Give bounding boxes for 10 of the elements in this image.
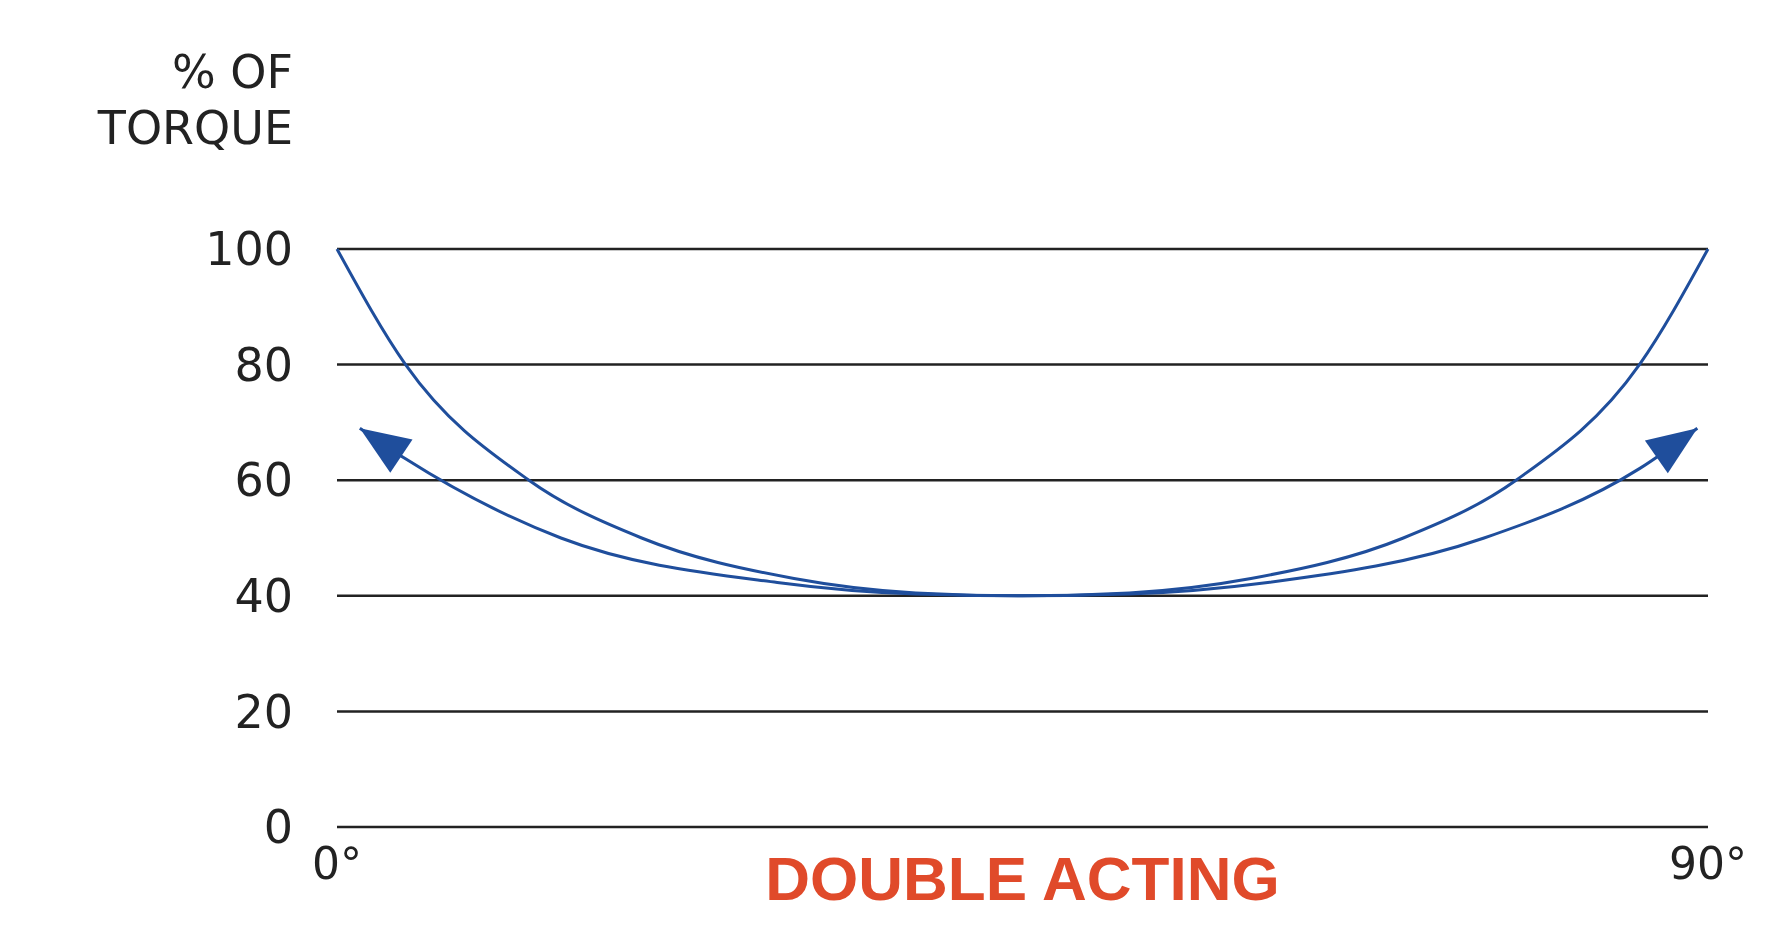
y-tick-label: 100 <box>205 222 293 277</box>
y-tick-label: 20 <box>234 684 293 739</box>
y-axis-title: % OF TORQUE <box>96 45 293 155</box>
y-tick-label: 40 <box>234 568 293 623</box>
y-tick-label: 60 <box>234 453 293 508</box>
x-axis-title: DOUBLE ACTING <box>765 844 1280 913</box>
y-tick-label: 0 <box>263 800 293 855</box>
y-tick-label: 80 <box>234 337 293 392</box>
x-tick-label: 0° <box>312 838 362 889</box>
x-tick-label: 90° <box>1669 838 1747 889</box>
